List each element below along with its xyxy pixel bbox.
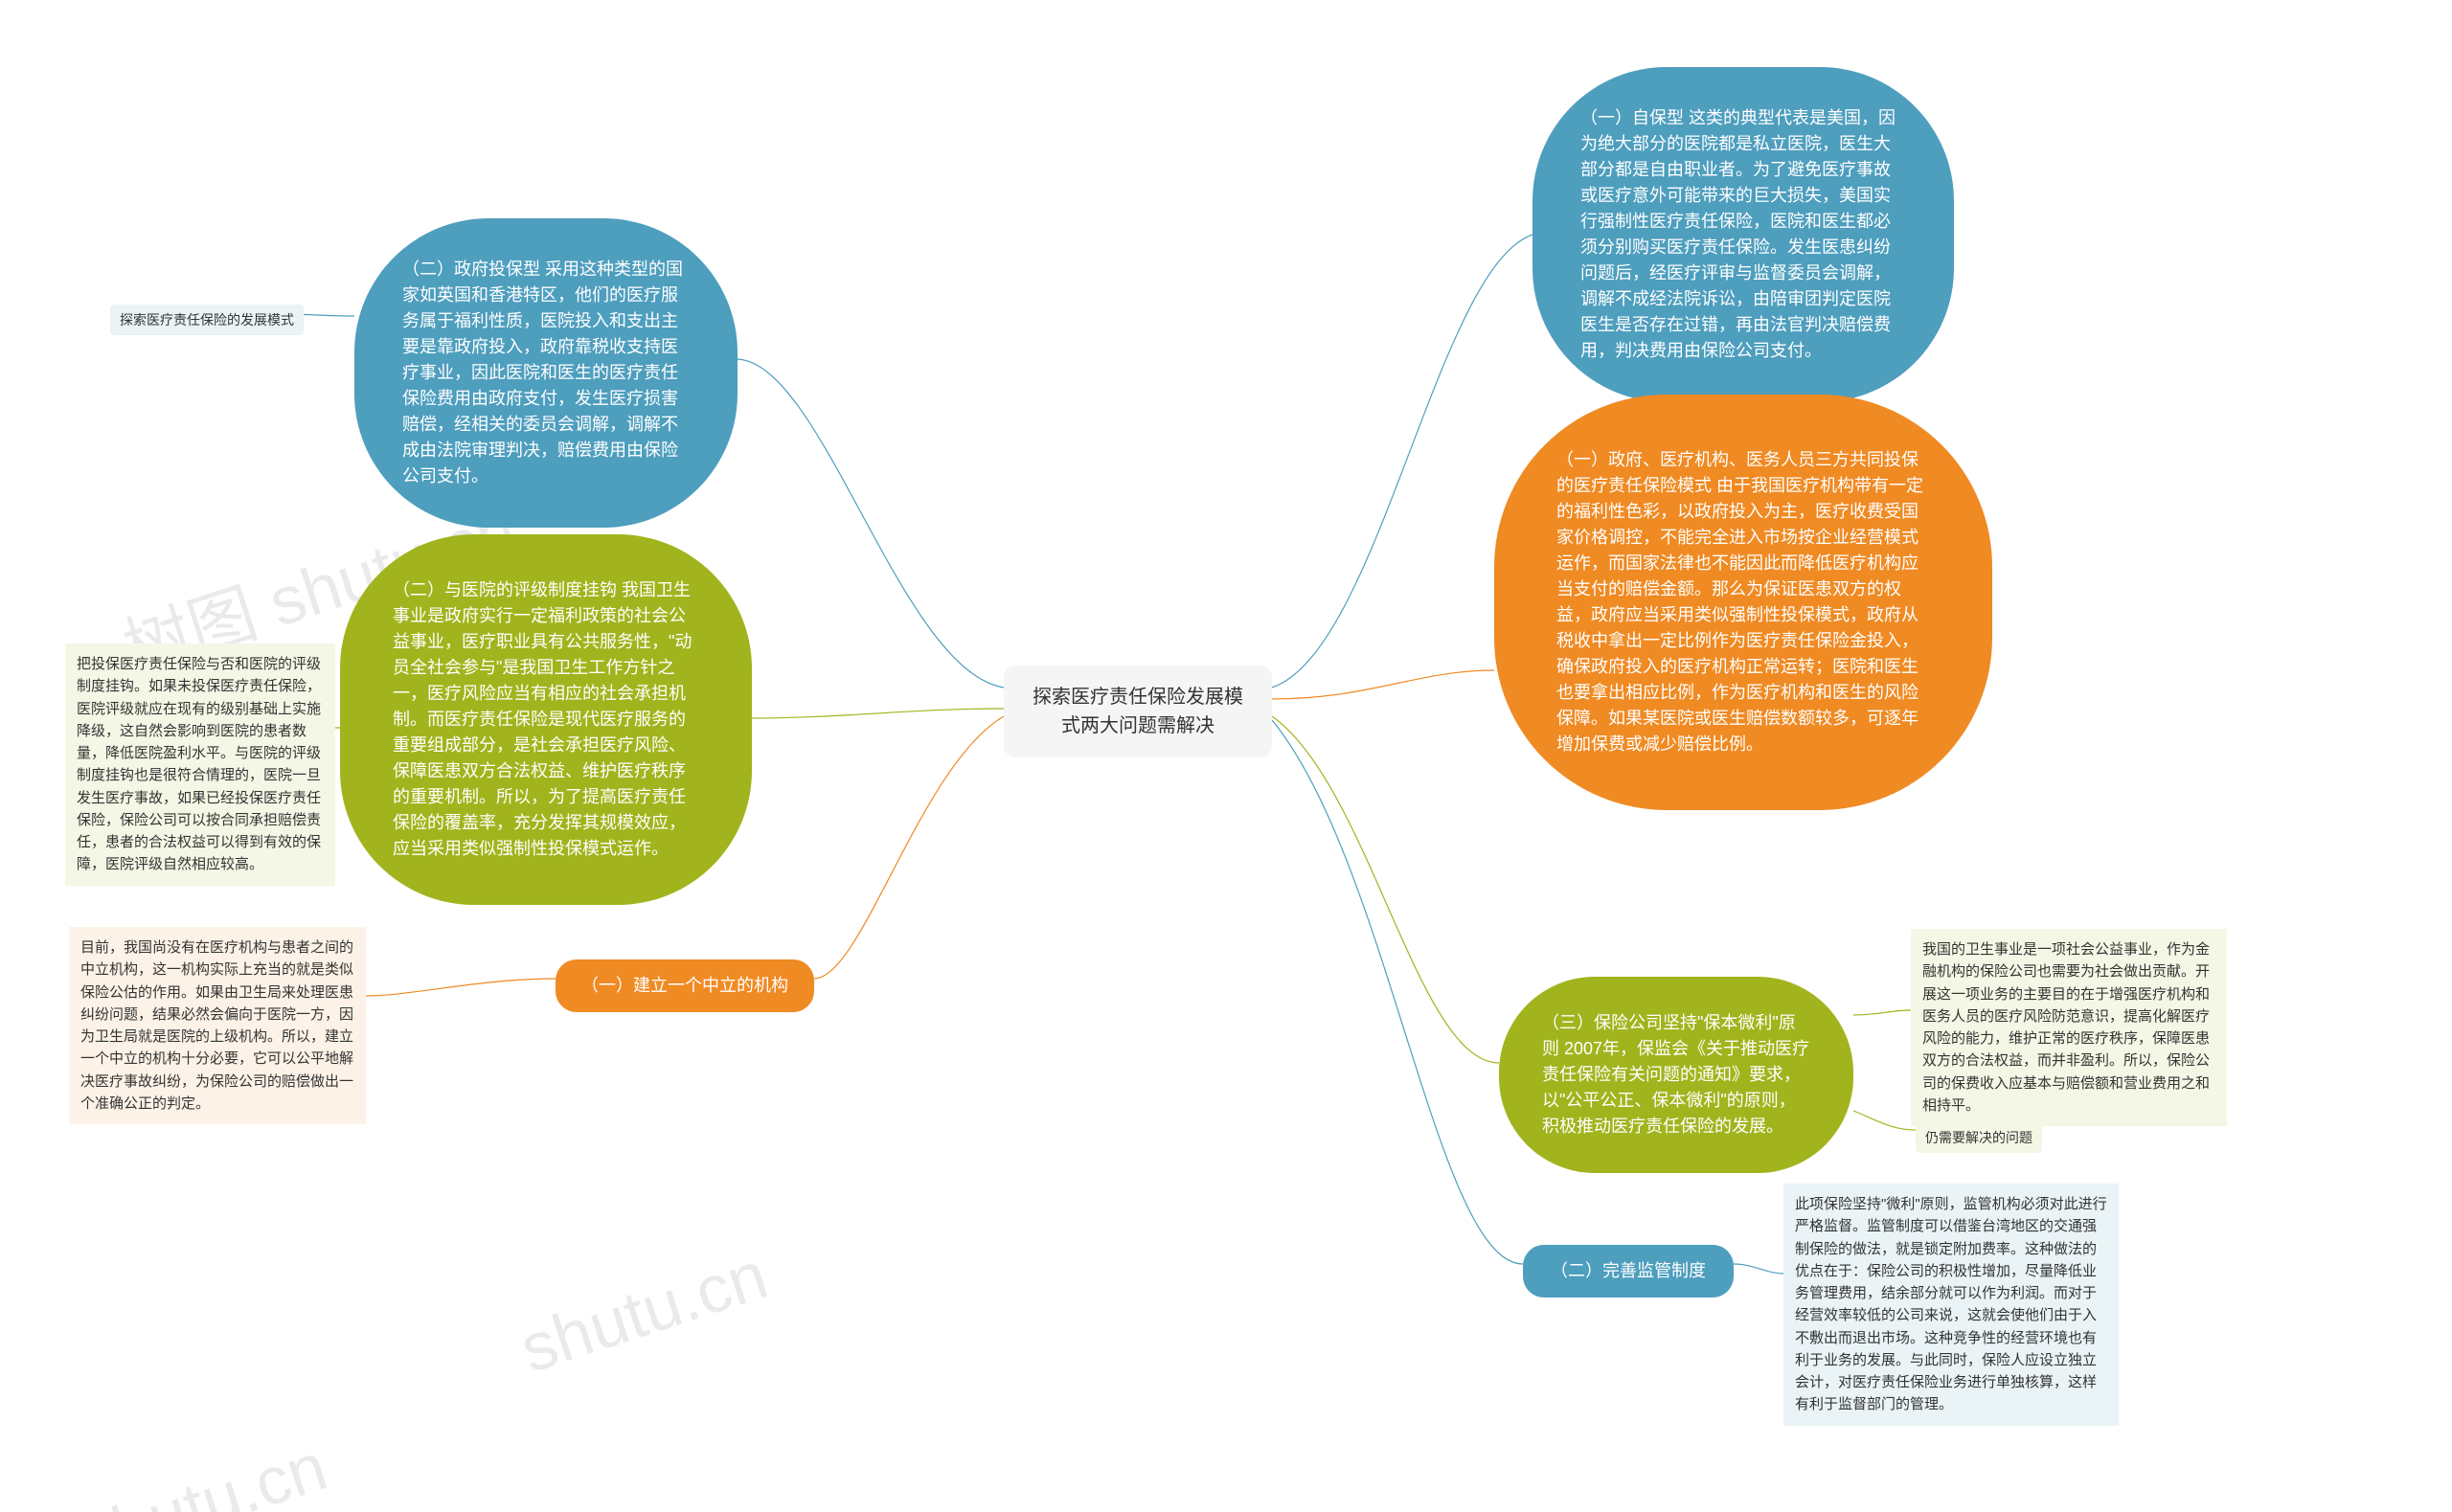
note-lower-right-1: 我国的卫生事业是一项社会公益事业，作为金融机构的保险公司也需要为社会做出贡献。开… [1911,929,2227,1126]
note-mid-left: 把投保医疗责任保险与否和医院的评级制度挂钩。如果未投保医疗责任保险，医院评级就应… [65,643,335,886]
watermark: shutu.cn [71,1428,335,1512]
note-lower-left: 目前，我国尚没有在医疗机构与患者之间的中立机构，这一机构实际上充当的就是类似保险… [69,927,366,1124]
branch-mid-left[interactable]: （二）与医院的评级制度挂钩 我国卫生事业是政府实行一定福利政策的社会公益事业，医… [340,534,752,905]
note-bottom: 此项保险坚持"微利"原则，监管机构必须对此进行严格监督。监管制度可以借鉴台湾地区… [1783,1184,2119,1426]
branch-bottom[interactable]: （二）完善监管制度 [1523,1245,1734,1298]
tag-top-left: 探索医疗责任保险的发展模式 [110,305,304,335]
branch-lower-right[interactable]: （三）保险公司坚持"保本微利"原则 2007年，保监会《关于推动医疗责任保险有关… [1499,977,1853,1173]
branch-top-right[interactable]: （一）自保型 这类的典型代表是美国，因为绝大部分的医院都是私立医院，医生大部分都… [1532,67,1954,402]
tag-lower-right: 仍需要解决的问题 [1916,1122,2042,1153]
branch-mid-right[interactable]: （一）政府、医疗机构、医务人员三方共同投保的医疗责任保险模式 由于我国医疗机构带… [1494,395,1992,810]
watermark: shutu.cn [511,1236,776,1388]
branch-top-left[interactable]: （二）政府投保型 采用这种类型的国家如英国和香港特区，他们的医疗服务属于福利性质… [354,218,738,528]
center-node[interactable]: 探索医疗责任保险发展模式两大问题需解决 [1004,666,1272,757]
branch-lower-left[interactable]: （一）建立一个中立的机构 [556,959,814,1012]
